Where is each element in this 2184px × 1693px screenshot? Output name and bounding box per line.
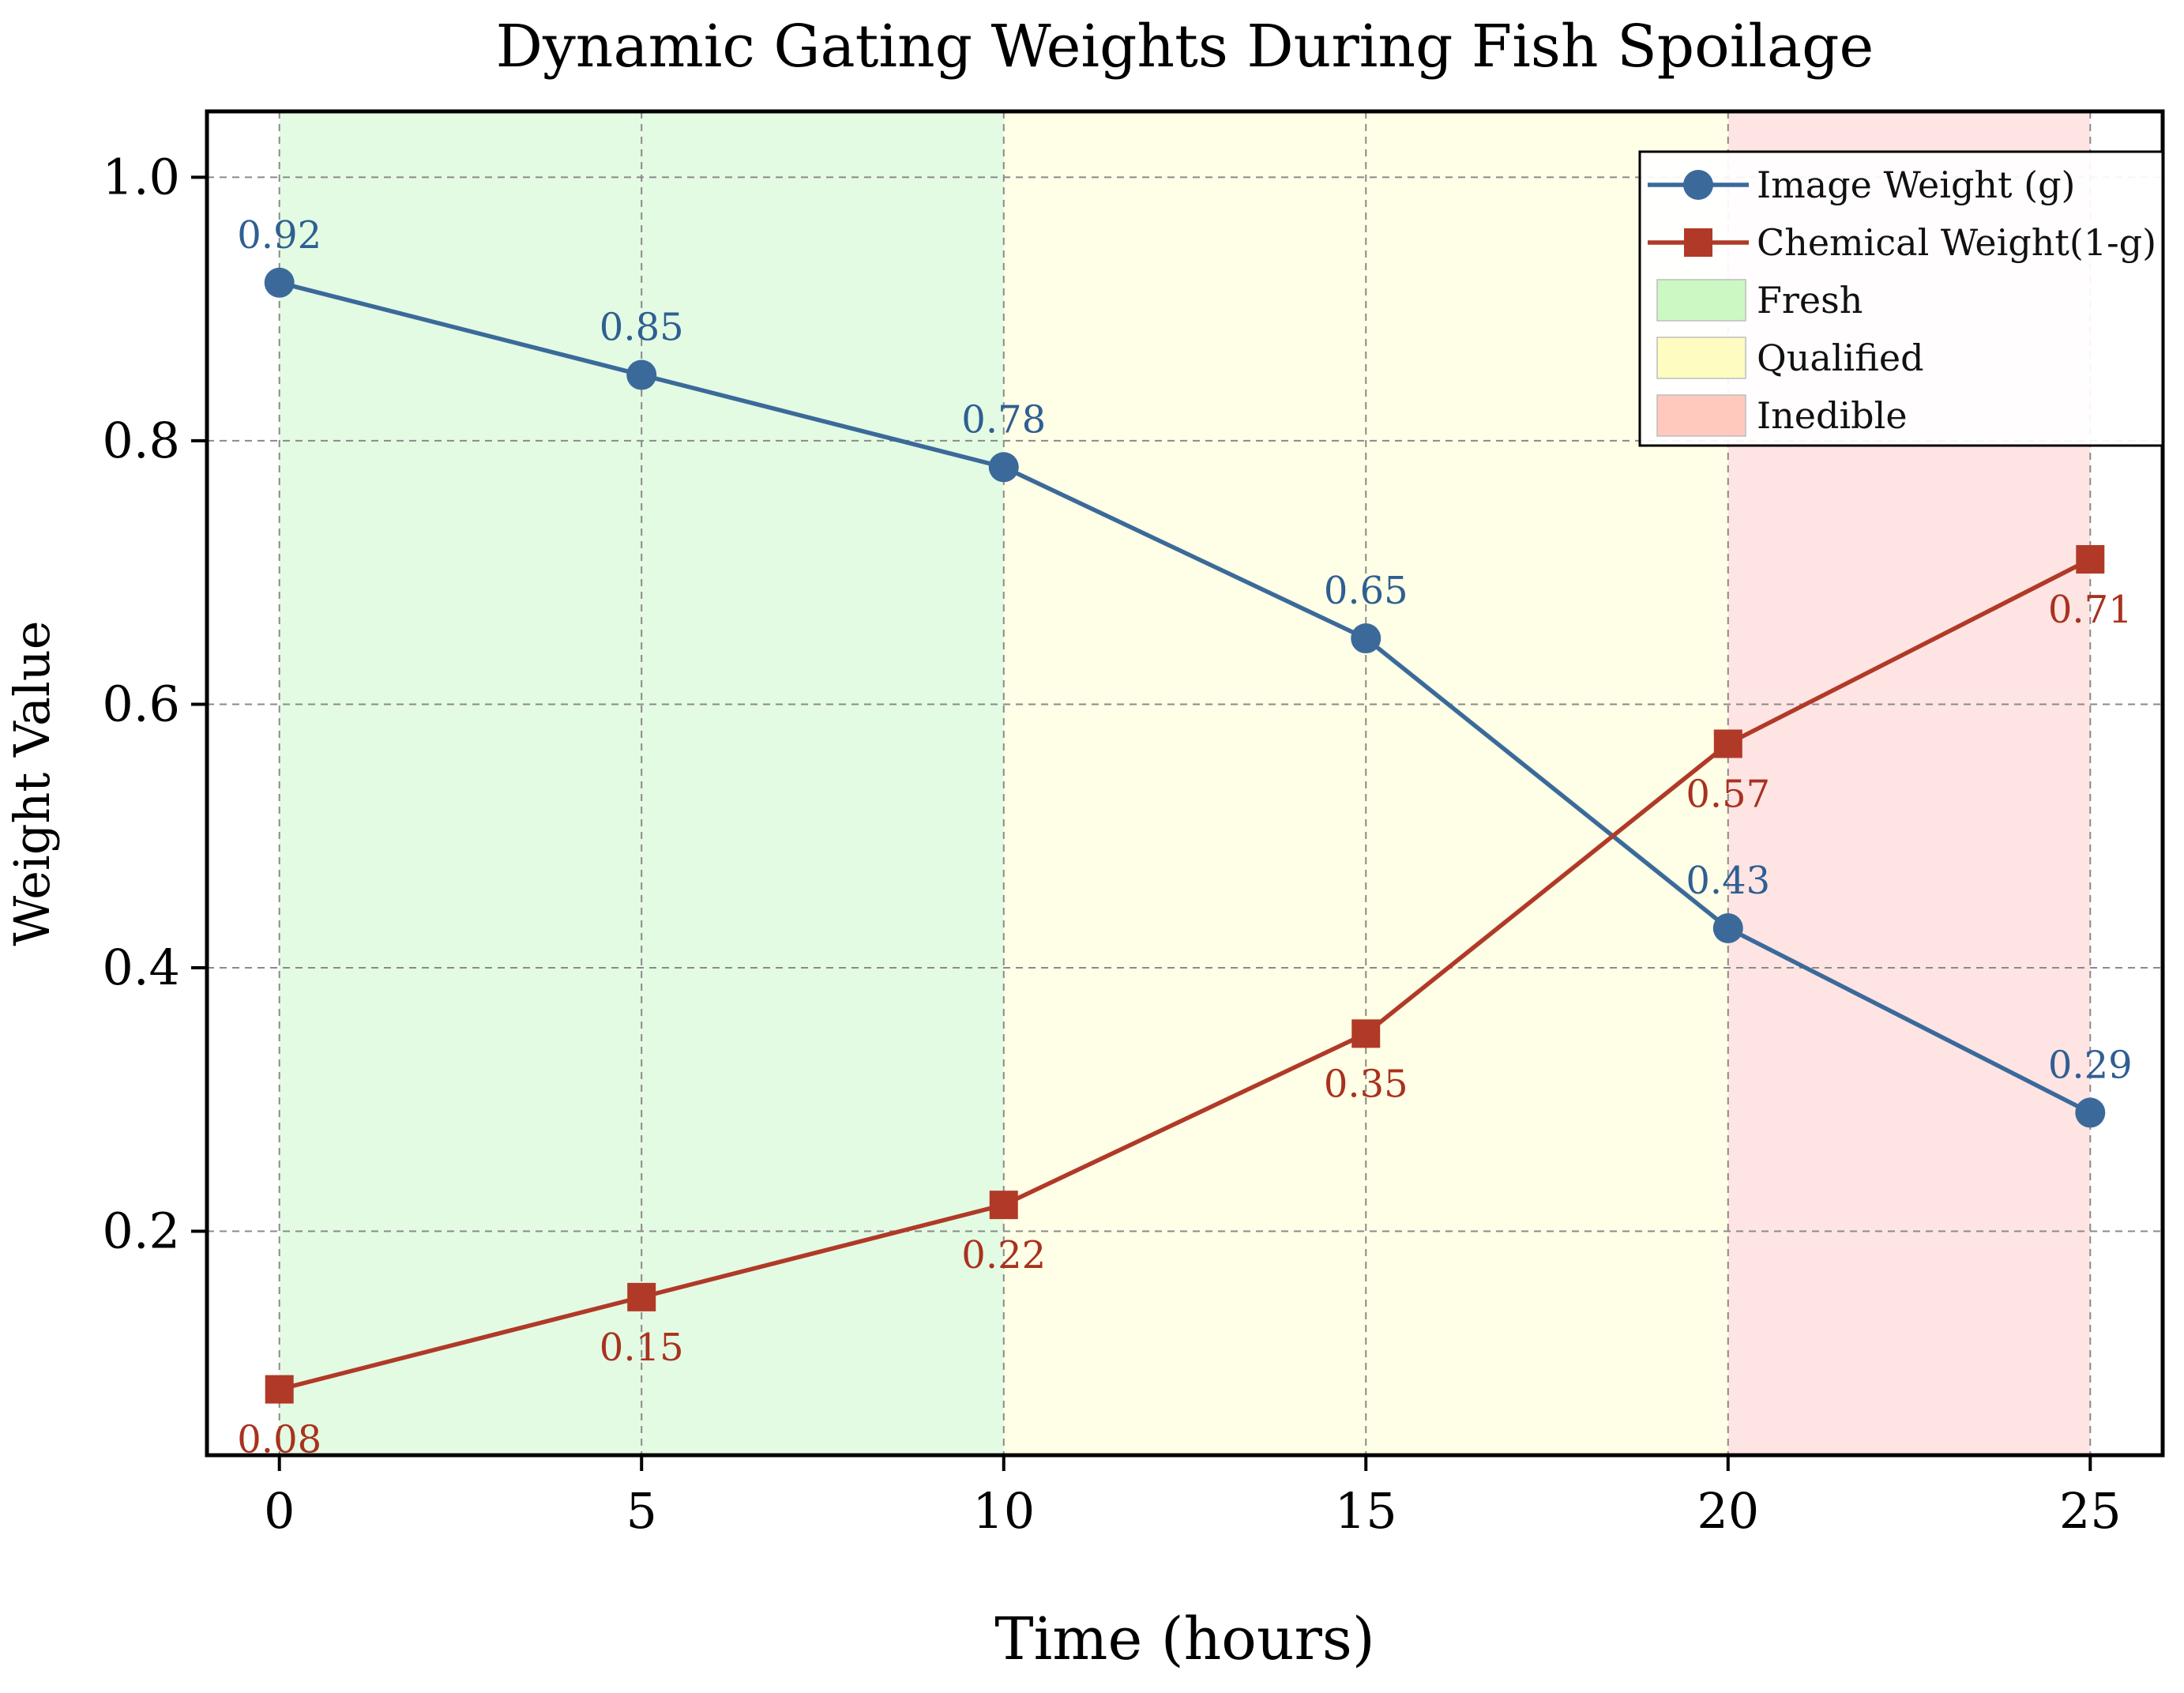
data-point <box>2075 1097 2106 1128</box>
data-point <box>1351 1019 1381 1048</box>
data-point <box>2076 545 2105 574</box>
data-label: 0.29 <box>2048 1043 2133 1087</box>
legend-label: Qualified <box>1757 337 1924 379</box>
y-tick-label: 0.2 <box>102 1202 180 1260</box>
y-axis-label: Weight Value <box>3 621 61 946</box>
series-line-1 <box>279 557 2092 1392</box>
x-tick-label: 5 <box>626 1482 656 1540</box>
data-point <box>264 267 295 298</box>
data-point <box>626 359 657 390</box>
plot-frame <box>205 109 2165 1458</box>
legend-label: Image Weight (g) <box>1757 164 2076 206</box>
y-tick-label: 0.4 <box>102 939 180 996</box>
data-point <box>1351 623 1381 654</box>
legend-label: Fresh <box>1757 279 1863 322</box>
y-tick-label: 0.6 <box>102 675 180 732</box>
x-tick-label: 0 <box>264 1482 295 1540</box>
data-point <box>627 1282 656 1311</box>
x-tick-label: 25 <box>2059 1482 2122 1540</box>
data-point <box>989 1191 1018 1220</box>
legend-marker <box>1683 170 1713 200</box>
data-label: 0.71 <box>2048 588 2133 632</box>
data-label: 0.85 <box>600 306 684 350</box>
y-tick-label: 0.8 <box>102 412 180 469</box>
data-labels-layer: 0.920.850.780.650.430.290.080.150.220.35… <box>237 213 2132 1462</box>
data-point <box>988 452 1019 483</box>
data-label: 0.92 <box>237 213 321 258</box>
x-tick-label: 15 <box>1335 1482 1397 1540</box>
legend-swatch <box>1656 337 1746 379</box>
data-point <box>1713 729 1742 758</box>
data-label: 0.22 <box>961 1233 1046 1277</box>
data-label: 0.57 <box>1686 772 1770 816</box>
data-label: 0.35 <box>1324 1062 1408 1106</box>
series-layer <box>264 267 2106 1404</box>
x-axis-label: Time (hours) <box>994 1605 1374 1673</box>
legend: Image Weight (g) Chemical Weight(1-g) Fres… <box>1638 150 2164 447</box>
legend-swatch <box>1656 279 1746 322</box>
x-tick-label: 20 <box>1697 1482 1759 1540</box>
data-label: 0.65 <box>1324 569 1408 613</box>
legend-label: Inedible <box>1757 394 1908 437</box>
series-line-0 <box>279 280 2092 1115</box>
data-label: 0.78 <box>961 397 1046 442</box>
data-point <box>1712 912 1743 943</box>
grid-layer <box>207 111 2163 1455</box>
data-label: 0.15 <box>600 1326 684 1370</box>
legend-swatch <box>1656 394 1746 437</box>
legend-label: Chemical Weight(1-g) <box>1757 221 2156 264</box>
y-tick-label: 1.0 <box>102 148 180 205</box>
data-point <box>265 1375 294 1404</box>
ticks-layer: 0 5 10 15 20 25 0.2 0.4 0.6 0.8 1.0 <box>102 148 2121 1540</box>
data-label: 0.43 <box>1686 859 1770 903</box>
chart-title: Dynamic Gating Weights During Fish Spoil… <box>496 13 1874 81</box>
legend-marker <box>1684 228 1712 257</box>
x-tick-label: 10 <box>972 1482 1035 1540</box>
